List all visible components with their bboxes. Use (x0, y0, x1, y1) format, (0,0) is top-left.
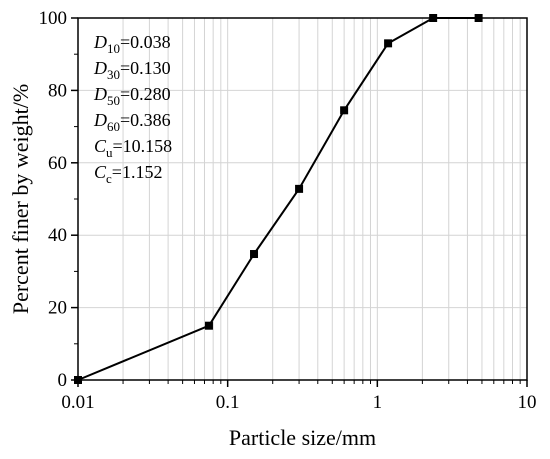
annotation-symbol: D (93, 32, 107, 52)
annotation-line: Cu=10.158 (94, 136, 172, 160)
annotation-value: =0.386 (120, 110, 171, 130)
x-tick-label: 1 (373, 392, 383, 413)
y-tick-label: 40 (48, 225, 67, 246)
annotation-value: =0.280 (120, 84, 171, 104)
annotation-line: D30=0.130 (93, 58, 171, 82)
grid (78, 18, 527, 380)
data-point-marker (250, 250, 259, 259)
annotation-subscript: 50 (107, 93, 120, 108)
y-tick-label: 80 (48, 80, 67, 101)
series-line (77, 17, 479, 381)
x-tick-label: 10 (518, 392, 537, 413)
data-point-marker (204, 321, 213, 330)
annotation-line: D10=0.038 (93, 32, 171, 56)
annotation-subscript: u (106, 145, 113, 160)
y-tick-label: 100 (39, 8, 68, 29)
annotations: D10=0.038D30=0.130D50=0.280D60=0.386Cu=1… (93, 32, 172, 186)
annotation-symbol: C (94, 162, 107, 182)
x-tick-label: 0.01 (61, 392, 94, 413)
annotation-subscript: c (106, 171, 112, 186)
y-tick-label: 20 (48, 298, 67, 319)
x-axis-title: Particle size/mm (229, 425, 376, 450)
annotation-subscript: 30 (107, 67, 120, 82)
y-tick-label: 60 (48, 153, 67, 174)
annotation-subscript: 60 (107, 119, 120, 134)
annotation-symbol: C (94, 136, 107, 156)
data-point-marker (295, 184, 304, 193)
annotation-symbol: D (93, 58, 107, 78)
y-tick-label: 0 (58, 370, 68, 391)
data-point-marker (340, 106, 349, 115)
annotation-line: Cc=1.152 (94, 162, 162, 186)
annotation-value: =0.038 (120, 32, 171, 52)
annotation-subscript: 10 (107, 41, 120, 56)
annotation-value: =0.130 (120, 58, 171, 78)
annotation-line: D50=0.280 (93, 84, 171, 108)
y-axis-title: Percent finer by weight/% (8, 84, 33, 314)
annotation-value: =10.158 (113, 136, 173, 156)
x-tick-label: 0.1 (216, 392, 240, 413)
annotation-symbol: D (93, 110, 107, 130)
data-point-marker (384, 39, 393, 48)
annotation-symbol: D (93, 84, 107, 104)
annotation-line: D60=0.386 (93, 110, 171, 134)
annotation-value: =1.152 (112, 162, 163, 182)
